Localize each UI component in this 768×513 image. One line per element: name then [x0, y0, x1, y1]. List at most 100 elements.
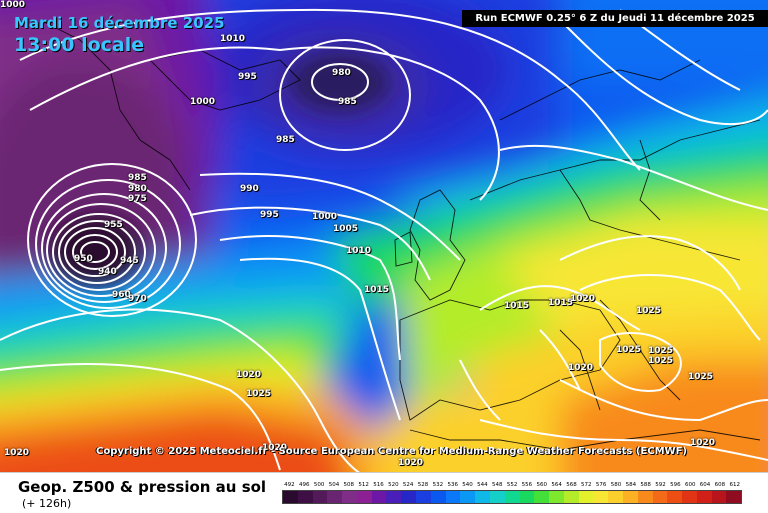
legend-swatches — [282, 490, 742, 504]
isobar-label: 940 — [98, 267, 117, 277]
isobar-label: 1025 — [636, 306, 662, 316]
legend-swatch — [726, 491, 742, 503]
legend-value: 560 — [536, 482, 548, 488]
legend-value: 500 — [313, 482, 325, 488]
isobar-label: 1025 — [648, 356, 674, 366]
legend-swatch — [356, 491, 372, 503]
legend-value: 516 — [373, 482, 384, 488]
legend-labels: 492 496 500 504 508 512 516 520 524 528 532 536 540 5… — [282, 481, 742, 490]
legend-swatch — [563, 491, 579, 503]
legend-swatch — [519, 491, 535, 503]
legend-value: 512 — [358, 482, 369, 488]
forecast-hour: (+ 126h) — [22, 497, 72, 510]
isobar-label: 1010 — [346, 246, 372, 256]
isobars — [0, 8, 768, 472]
legend-swatch — [534, 491, 550, 503]
legend-value: 524 — [402, 482, 414, 488]
legend-swatch — [283, 491, 298, 503]
legend-swatch — [489, 491, 505, 503]
legend-swatch — [401, 491, 417, 503]
isobar-label: 1020 — [262, 443, 288, 453]
legend-value: 608 — [714, 482, 726, 488]
product-title: Geop. Z500 & pression au sol — [18, 478, 267, 496]
legend-value: 504 — [328, 482, 340, 488]
run-info: Run ECMWF 0.25° 6 Z du Jeudi 11 décembre… — [462, 10, 768, 27]
isobar-label: 995 — [238, 72, 257, 82]
legend-value: 528 — [417, 482, 429, 488]
legend-value: 572 — [581, 482, 592, 488]
isobar-label: 1025 — [648, 346, 674, 356]
legend-value: 576 — [595, 482, 607, 488]
isobar-label: 995 — [260, 210, 279, 220]
isobar-label: 960 — [112, 290, 131, 300]
isobar-label: 990 — [240, 184, 259, 194]
isobar-label: 1020 — [398, 458, 424, 468]
legend-swatch — [637, 491, 653, 503]
isobar-label: 970 — [128, 294, 147, 304]
legend-swatch — [667, 491, 683, 503]
isobar-label: 1020 — [570, 294, 596, 304]
legend-value: 496 — [299, 482, 310, 488]
isobar-label: 1015 — [548, 298, 574, 308]
legend-value: 604 — [699, 482, 711, 488]
isobar-label: 1025 — [246, 389, 272, 399]
legend-swatch — [504, 491, 520, 503]
legend-swatch — [475, 491, 490, 503]
legend-value: 520 — [388, 482, 399, 488]
legend-value: 552 — [506, 482, 518, 488]
legend-swatch — [297, 491, 313, 503]
legend-swatch — [312, 491, 328, 503]
legend-swatch — [371, 491, 387, 503]
copyright-notice: Copyright © 2025 Meteociel.fr - Source E… — [96, 446, 687, 457]
isobar-label: 1000 — [0, 0, 26, 10]
legend-value: 584 — [625, 482, 637, 488]
isobar-label: 950 — [74, 254, 93, 264]
isobar-label: 1020 — [236, 370, 262, 380]
legend-value: 492 — [284, 482, 295, 488]
isobar-label: 1000 — [312, 212, 338, 222]
legend-swatch — [342, 491, 357, 503]
legend-value: 532 — [432, 482, 444, 488]
legend-swatch — [430, 491, 446, 503]
legend-swatch — [696, 491, 712, 503]
isobar-label: 985 — [128, 173, 147, 183]
legend-value: 564 — [551, 482, 562, 488]
forecast-time: 13:00 locale — [14, 34, 145, 56]
forecast-map: 1010 995 980 985 1000 985 985 980 975 99… — [0, 0, 768, 472]
legend-swatch — [608, 491, 623, 503]
legend-swatch — [593, 491, 609, 503]
legend-value: 556 — [521, 482, 533, 488]
color-legend: 492 496 500 504 508 512 516 520 524 528 532 536 540 5… — [282, 481, 742, 505]
isobar-label: 1000 — [190, 97, 216, 107]
legend-value: 600 — [684, 482, 696, 488]
isobar-label: 980 — [128, 184, 147, 194]
isobar-label: 975 — [128, 194, 147, 204]
isobar-label: 1025 — [616, 345, 642, 355]
isobar-label: 1020 — [690, 438, 716, 448]
legend-swatch — [652, 491, 668, 503]
legend-value: 568 — [566, 482, 577, 488]
isobar-label: 985 — [338, 97, 357, 107]
legend-value: 588 — [640, 482, 651, 488]
legend-value: 580 — [610, 482, 622, 488]
isobar-label: 1005 — [333, 224, 359, 234]
legend-swatch — [460, 491, 476, 503]
legend-swatch — [327, 491, 343, 503]
legend-swatch — [578, 491, 594, 503]
legend-swatch — [622, 491, 638, 503]
isobar-label: 1010 — [220, 34, 246, 44]
legend-value: 592 — [655, 482, 666, 488]
legend-swatch — [416, 491, 431, 503]
isobar-label: 985 — [276, 135, 295, 145]
legend-value: 536 — [447, 482, 458, 488]
legend-value: 540 — [462, 482, 473, 488]
isobar-label: 945 — [120, 256, 139, 266]
legend-swatch — [711, 491, 727, 503]
legend-value: 548 — [491, 482, 503, 488]
isobar-label: 1025 — [688, 372, 714, 382]
isobar-label: 955 — [104, 220, 123, 230]
isobar-label: 1020 — [4, 448, 30, 458]
forecast-date: Mardi 16 décembre 2025 — [14, 14, 225, 32]
legend-swatch — [549, 491, 564, 503]
legend-swatch — [386, 491, 402, 503]
